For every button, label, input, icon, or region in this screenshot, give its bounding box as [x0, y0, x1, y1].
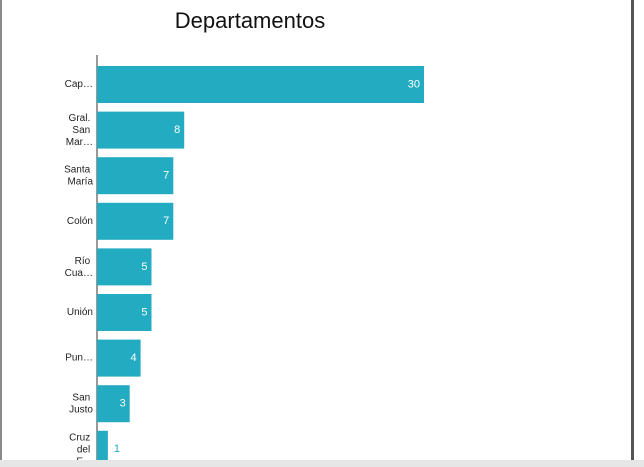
bar: [97, 248, 152, 286]
bar: [97, 66, 424, 103]
category-label: Santa María: [64, 164, 93, 187]
category-label: Pun…: [65, 353, 93, 364]
category-label: Gral. San Mar…: [66, 113, 93, 148]
value-label: 30: [408, 78, 420, 90]
category-label: Colón: [67, 216, 93, 227]
bar: [97, 294, 152, 331]
bar: [97, 202, 174, 240]
value-label: 3: [120, 398, 126, 410]
value-label: 5: [141, 306, 147, 318]
value-label: 4: [130, 352, 136, 364]
scroll-bar: [0, 460, 644, 467]
window-border: [631, 0, 634, 467]
window-border: [0, 0, 2, 467]
bar: [97, 111, 185, 149]
value-label: 8: [174, 124, 180, 136]
chart-title: Departamentos: [175, 8, 325, 33]
value-label: 1: [114, 443, 120, 455]
value-label: 7: [163, 215, 169, 227]
category-label: Unión: [67, 307, 93, 318]
value-label: 7: [163, 170, 169, 182]
value-label: 5: [141, 261, 147, 273]
bar: [97, 385, 130, 423]
bar: [97, 430, 108, 467]
bar: [97, 157, 174, 195]
category-label: Río Cua…: [65, 256, 93, 279]
bar: [97, 339, 141, 377]
category-label: Cap…: [65, 79, 93, 90]
category-label: San Justo: [69, 392, 93, 415]
